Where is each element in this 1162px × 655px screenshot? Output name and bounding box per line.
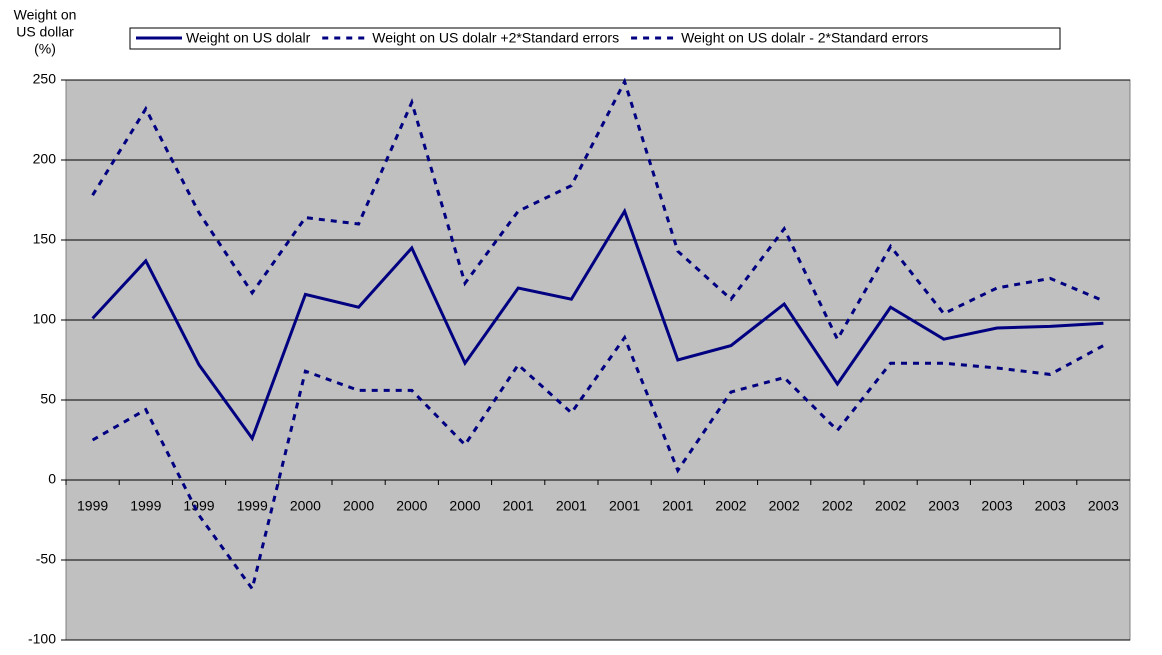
x-tick-label: 2003 [981,498,1012,514]
y-axis-title: US dollar [16,24,74,40]
legend-box [129,27,1061,50]
y-tick-label: 250 [33,71,57,87]
x-tick-label: 2003 [928,498,959,514]
x-tick-label: 2000 [290,498,321,514]
y-tick-label: 50 [40,391,56,407]
line [91,207,1104,442]
x-tick-label: 2003 [1088,498,1119,514]
y-tick-label: -100 [28,631,56,647]
y-tick-label: 100 [33,311,57,327]
x-tick-label: 2000 [343,498,374,514]
x-tick-label: 2000 [396,498,427,514]
y-tick-label: 150 [33,231,57,247]
x-tick-label: 2002 [769,498,800,514]
x-tick-label: 2001 [609,498,640,514]
x-tick-label: 2002 [822,498,853,514]
y-tick-label: 200 [33,151,57,167]
x-tick-label: 2001 [556,498,587,514]
plot-area [65,79,1131,641]
x-tick-label: 1999 [237,498,268,514]
x-tick-label: 2002 [875,498,906,514]
x-tick-label: 2001 [662,498,693,514]
x-tick-label: 2002 [715,498,746,514]
line [91,77,1104,343]
y-tick-label: -50 [36,551,56,567]
x-tick-label: 1999 [77,498,108,514]
y-axis-title: Weight on [14,7,77,23]
legend-label: Weight on US dolalr +2*Standard errors [372,30,619,46]
legend-label: Weight on US dolalr - 2*Standard errors [681,30,928,46]
x-tick-label: 2001 [503,498,534,514]
x-tick-label: 2000 [449,498,480,514]
y-tick-label: 0 [48,471,56,487]
legend-label: Weight on US dolalr [186,30,311,46]
x-tick-label: 1999 [130,498,161,514]
y-axis-title: (%) [34,41,56,57]
x-tick-label: 2003 [1035,498,1066,514]
x-tick-label: 1999 [183,498,214,514]
line [91,334,1105,593]
